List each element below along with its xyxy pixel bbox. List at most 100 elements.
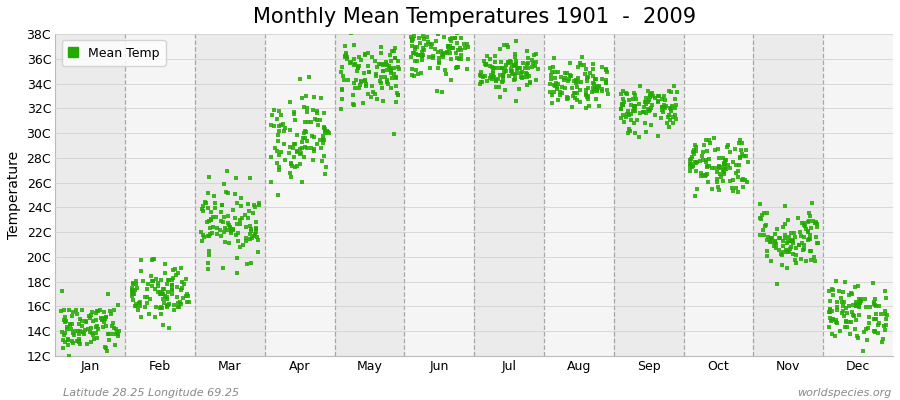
Point xyxy=(616,100,631,107)
Point xyxy=(156,322,170,329)
Point xyxy=(484,72,499,78)
Point xyxy=(489,83,503,90)
Point xyxy=(595,76,609,82)
Point xyxy=(223,224,238,230)
Point xyxy=(111,330,125,337)
Point xyxy=(175,285,189,292)
Point xyxy=(124,292,139,299)
Point xyxy=(850,317,864,323)
Point xyxy=(473,79,488,86)
Point xyxy=(573,62,588,68)
Point xyxy=(641,106,655,112)
Point xyxy=(488,59,502,66)
Point xyxy=(832,288,846,295)
Point xyxy=(622,126,636,133)
Point xyxy=(644,105,658,111)
Point xyxy=(98,344,112,350)
Point xyxy=(784,238,798,244)
Point xyxy=(778,221,792,228)
Point xyxy=(796,220,810,226)
Point xyxy=(485,63,500,70)
Point xyxy=(699,163,714,169)
Point xyxy=(778,235,792,241)
Point xyxy=(561,78,575,84)
Point xyxy=(829,319,843,325)
Point xyxy=(162,277,176,283)
Point xyxy=(410,44,425,50)
Point xyxy=(616,102,630,108)
Point xyxy=(713,164,727,170)
Point xyxy=(776,243,790,249)
Point xyxy=(451,46,465,53)
Point xyxy=(874,339,888,345)
Point xyxy=(195,237,210,244)
Point xyxy=(554,89,568,95)
Point xyxy=(148,314,162,320)
Point xyxy=(639,98,653,105)
Point xyxy=(300,144,314,151)
Point xyxy=(874,310,888,317)
Point xyxy=(73,341,87,347)
Point xyxy=(375,98,390,104)
Point xyxy=(590,85,604,92)
Point xyxy=(317,136,331,143)
Point xyxy=(643,92,657,98)
Point xyxy=(581,74,596,80)
Point xyxy=(310,108,324,114)
Point xyxy=(809,223,824,230)
Point xyxy=(867,300,881,307)
Point xyxy=(148,275,163,282)
Point xyxy=(210,225,224,231)
Point xyxy=(304,119,319,126)
Point xyxy=(698,157,713,163)
Point xyxy=(334,106,348,112)
Point xyxy=(101,291,115,297)
Point xyxy=(215,218,230,225)
Point xyxy=(648,112,662,118)
Point xyxy=(407,33,421,40)
Point xyxy=(296,134,310,141)
Point xyxy=(486,72,500,79)
Point xyxy=(212,226,227,233)
Point xyxy=(775,262,789,268)
Point xyxy=(334,69,348,75)
Point xyxy=(335,86,349,92)
Point xyxy=(133,256,148,263)
Point xyxy=(415,53,429,59)
Point xyxy=(454,34,468,41)
Point xyxy=(861,320,876,326)
Point xyxy=(651,99,665,106)
Point xyxy=(879,316,894,322)
Point xyxy=(444,38,458,44)
Point xyxy=(658,105,672,112)
Point xyxy=(374,73,388,80)
Point xyxy=(643,97,657,103)
Point xyxy=(290,132,304,138)
Point xyxy=(788,252,803,258)
Point xyxy=(351,85,365,91)
Point xyxy=(216,265,230,271)
Point xyxy=(101,331,115,338)
Point xyxy=(435,89,449,95)
Point xyxy=(71,328,86,334)
Point xyxy=(440,43,454,49)
Point xyxy=(125,285,140,292)
Point xyxy=(579,92,593,98)
Point xyxy=(801,229,815,236)
Bar xyxy=(55,34,125,356)
Point xyxy=(338,53,353,60)
Point xyxy=(58,314,72,320)
Point xyxy=(200,218,214,225)
Point xyxy=(779,240,794,246)
Point xyxy=(688,193,702,199)
Point xyxy=(284,162,299,169)
Point xyxy=(491,64,505,71)
Point xyxy=(588,76,602,83)
Point xyxy=(823,324,837,330)
Point xyxy=(414,53,428,59)
Point xyxy=(445,34,459,41)
Point xyxy=(194,229,209,235)
Point xyxy=(241,208,256,215)
Point xyxy=(165,286,179,292)
Point xyxy=(721,162,735,169)
